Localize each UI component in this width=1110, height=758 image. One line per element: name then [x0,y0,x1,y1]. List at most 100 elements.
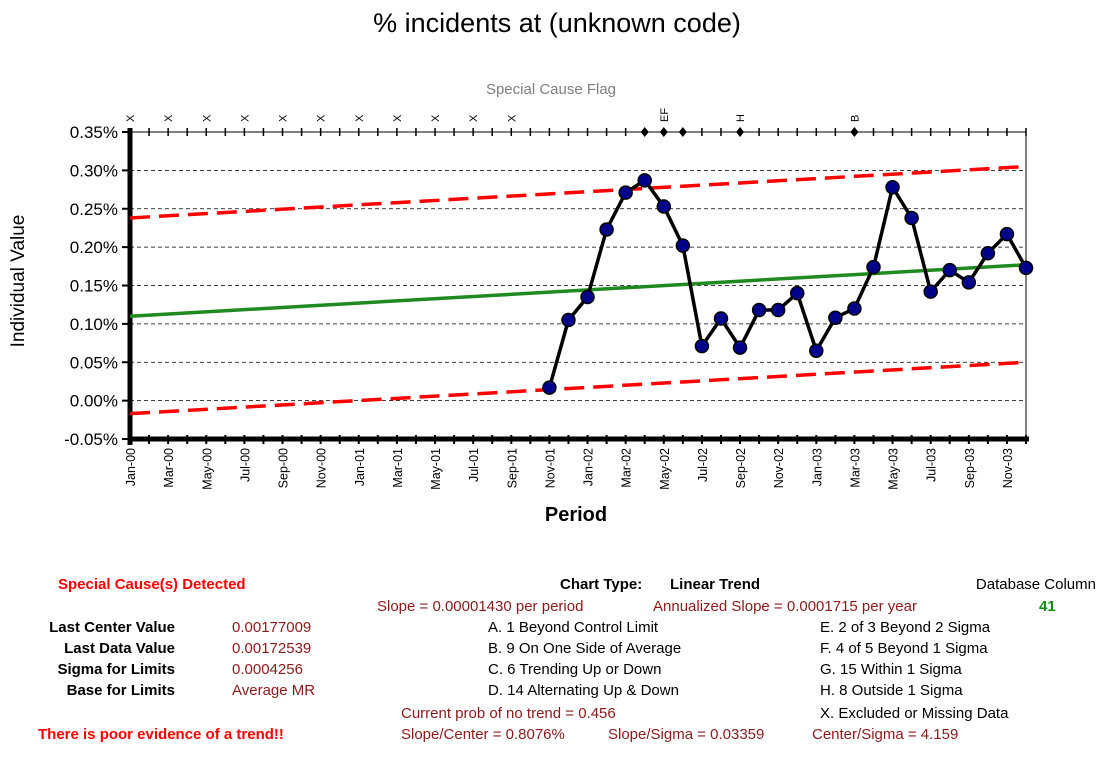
data-point [580,289,595,305]
y-axis-label: Individual Value [8,215,29,348]
y-tick-label: 0.35% [70,123,118,142]
y-tick-label: 0.15% [70,277,118,296]
x-tick-label: Sep-02 [734,448,748,488]
data-point [713,311,729,326]
control-chart: % incidents at (unknown code) Special Ca… [8,8,1034,526]
stat-value: 0.0004256 [232,661,303,678]
rule-item: C. 6 Trending Up or Down [488,661,662,678]
rule-item: E. 2 of 3 Beyond 2 Sigma [820,619,991,636]
flag-label: X [201,114,213,122]
slope-sigma: Slope/Sigma = 0.03359 [608,726,765,743]
flag-label: EF [659,108,671,122]
x-tick-label: Nov-01 [543,448,557,488]
data-point [599,222,614,237]
data-point [961,275,977,290]
x-tick-label: Jan-00 [124,448,138,486]
special-cause-flag-title: Special Cause Flag [486,81,616,98]
x-tick-label: Nov-02 [772,448,786,488]
chart-type-value: Linear Trend [670,576,761,593]
flag-marker [850,127,859,137]
data-point [637,173,652,188]
x-tick-label: Jan-03 [810,448,824,486]
data-point [770,302,786,318]
data-point [694,338,710,354]
chart-type-label: Chart Type: [560,576,643,593]
y-tick-label: -0.05% [64,430,118,449]
data-point [561,312,576,328]
stat-label: Last Data Value [64,640,175,657]
rule-item: X. Excluded or Missing Data [820,705,1009,722]
data-point [751,302,767,318]
slope-center: Slope/Center = 0.8076% [401,726,565,743]
x-tick-label: Sep-03 [963,448,977,488]
x-tick-label: Sep-00 [277,448,291,488]
database-column-label: Database Column [975,576,1096,593]
data-point [542,380,557,395]
y-tick-label: 0.10% [70,315,118,334]
x-tick-label: Jan-02 [582,448,596,486]
x-tick-label: Mar-02 [620,448,634,488]
rule-item: B. 9 On One Side of Average [488,640,682,657]
data-line [547,178,1028,389]
y-tick-label: 0.05% [70,353,118,372]
y-tick-label: 0.00% [70,392,118,411]
annualized-slope-text: Annualized Slope = 0.0001715 per year [653,598,917,615]
flag-label: H [735,114,747,122]
x-tick-label: Jul-02 [696,448,710,482]
x-tick-label: Jul-03 [925,448,939,482]
data-point [923,284,938,299]
slope-text: Slope = 0.00001430 per period [377,598,584,615]
y-tick-label: 0.20% [70,238,118,257]
x-tick-label: Mar-01 [391,448,405,488]
x-tick-label: Nov-03 [1001,448,1015,488]
flag-label: X [239,114,251,122]
stat-label: Sigma for Limits [57,661,175,678]
trend-warning: There is poor evidence of a trend!! [38,726,284,743]
data-point [732,340,748,355]
data-point [789,285,805,301]
data-point [618,185,633,200]
x-tick-label: Nov-00 [315,448,329,488]
data-point [1018,260,1034,276]
stat-value: Average MR [232,682,316,699]
stat-value: 0.00177009 [232,619,312,636]
flag-label: X [125,114,137,122]
x-tick-label: May-01 [429,448,443,490]
rule-item: D. 14 Alternating Up & Down [488,682,679,699]
x-tick-label: May-00 [200,448,214,490]
x-tick-label: May-03 [887,448,901,490]
upper-limit-line [129,164,1027,220]
x-tick-label: Jul-00 [238,448,252,482]
rule-item: A. 1 Beyond Control Limit [488,619,659,636]
chart-title: % incidents at (unknown code) [373,8,741,38]
data-point [980,246,996,261]
flag-label: B [849,115,861,122]
prob-no-trend: Current prob of no trend = 0.456 [401,705,616,722]
data-point [866,259,881,275]
data-point [904,210,919,226]
flag-label: X [278,114,290,122]
flag-marker [678,127,687,137]
center-sigma: Center/Sigma = 4.159 [812,726,959,743]
x-tick-label: May-02 [658,448,672,490]
data-point [675,238,691,253]
x-tick-label: Jul-01 [467,448,481,482]
flag-marker [640,127,649,137]
x-tick-label: Jan-01 [353,448,367,486]
flag-label: X [354,114,366,122]
special-cause-heading: Special Cause(s) Detected [58,576,246,593]
rule-item: H. 8 Outside 1 Sigma [820,682,963,699]
x-axis-label: Period [545,504,607,526]
data-point [847,301,862,316]
data-point [828,310,843,325]
x-tick-label: Sep-01 [505,448,519,488]
y-tick-label: 0.25% [70,200,118,219]
database-column-value: 41 [1039,598,1056,615]
plot-area: 0.35% 0.30% 0.25% 0.20% 0.15% 0.10% 0.05% 0.00%… [64,108,1034,490]
data-point [942,262,957,278]
stat-value: 0.00172539 [232,640,312,657]
flag-label: X [506,114,518,122]
rule-item: F. 4 of 5 Beyond 1 Sigma [820,640,988,657]
flag-label: X [430,114,442,122]
stat-label: Last Center Value [49,619,175,636]
